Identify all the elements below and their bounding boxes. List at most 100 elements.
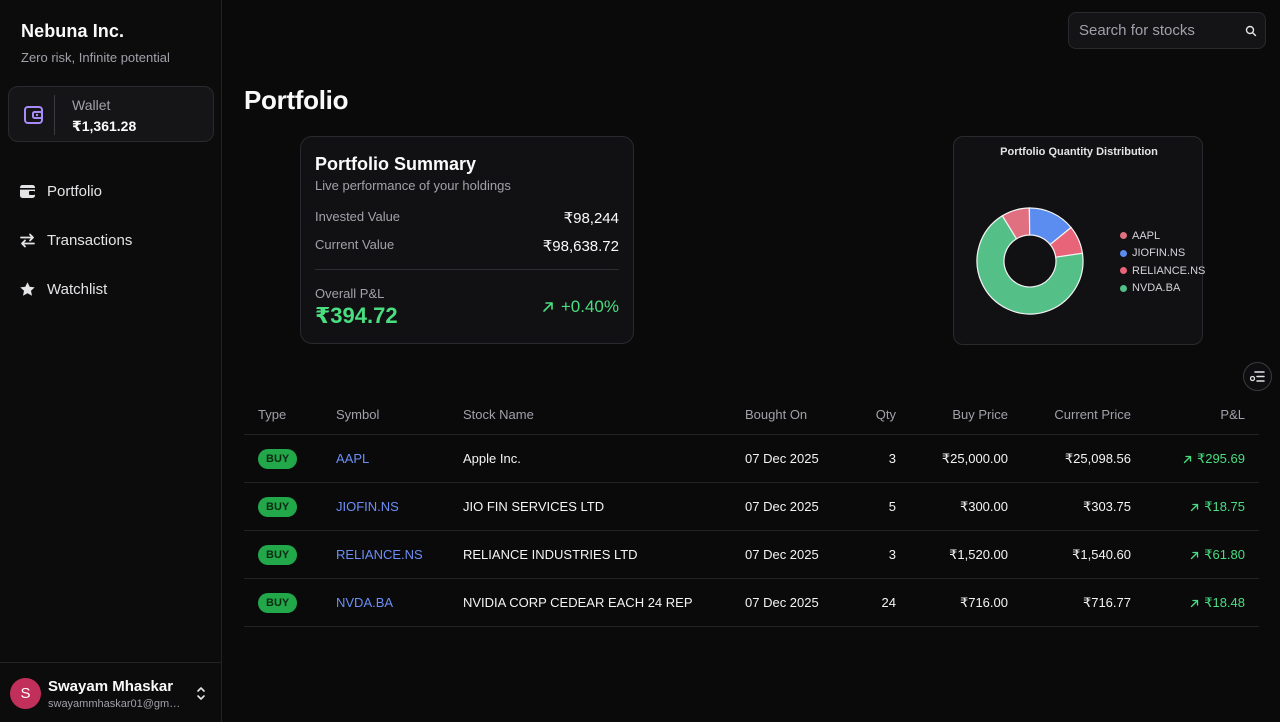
col-stock-name[interactable]: Stock Name xyxy=(463,407,534,422)
brand: Nebuna Inc. Zero risk, Infinite potentia… xyxy=(21,21,170,65)
table-row[interactable]: BUY NVDA.BA NVIDIA CORP CEDEAR EACH 24 R… xyxy=(244,579,1259,627)
bought-on: 07 Dec 2025 xyxy=(745,547,819,562)
legend-swatch xyxy=(1120,249,1127,257)
filter-icon xyxy=(1250,371,1265,382)
pnl-amount: ₹18.48 xyxy=(1204,595,1245,610)
invested-label: Invested Value xyxy=(315,209,401,224)
current-price: ₹25,098.56 xyxy=(1064,451,1131,466)
avatar: S xyxy=(10,678,41,709)
qty: 24 xyxy=(881,595,896,610)
legend-item[interactable]: JIOFIN.NS xyxy=(1120,245,1205,263)
pnl-cell: ₹18.48 xyxy=(1190,595,1245,611)
chart-legend: AAPL JIOFIN.NS RELIANCE.NS NVDA.BA xyxy=(1120,227,1205,297)
sidebar: Nebuna Inc. Zero risk, Infinite potentia… xyxy=(0,0,222,722)
pnl-value: ₹394.72 xyxy=(315,303,398,328)
donut-slice-nvda-ba[interactable] xyxy=(976,214,1084,315)
pnl-cell: ₹18.75 xyxy=(1190,499,1245,515)
pnl-cell: ₹61.80 xyxy=(1190,547,1245,563)
table-header: Type Symbol Stock Name Bought On Qty Buy… xyxy=(244,396,1259,435)
star-icon xyxy=(20,282,35,296)
user-menu[interactable]: S Swayam Mhaskar swayammhaskar01@gmail.c… xyxy=(0,662,222,722)
col-buy-price[interactable]: Buy Price xyxy=(952,407,1008,422)
brand-name: Nebuna Inc. xyxy=(21,21,125,41)
search-box[interactable] xyxy=(1068,12,1266,49)
wallet-balance: ₹1,361.28 xyxy=(72,118,137,134)
portfolio-icon xyxy=(20,185,35,198)
qty: 3 xyxy=(888,547,896,562)
current-label: Current Value xyxy=(315,237,395,252)
pnl-amount: ₹61.80 xyxy=(1204,547,1245,562)
table-row[interactable]: BUY AAPL Apple Inc. 07 Dec 2025 3 ₹25,00… xyxy=(244,435,1259,483)
table-row[interactable]: BUY JIOFIN.NS JIO FIN SERVICES LTD 07 De… xyxy=(244,483,1259,531)
table-row[interactable]: BUY RELIANCE.NS RELIANCE INDUSTRIES LTD … xyxy=(244,531,1259,579)
col-current-price[interactable]: Current Price xyxy=(1054,407,1131,422)
col-pnl[interactable]: P&L xyxy=(1220,407,1245,422)
qty: 3 xyxy=(888,451,896,466)
wallet-label: Wallet xyxy=(72,97,111,113)
pnl-amount: ₹18.75 xyxy=(1204,499,1245,514)
arrow-up-right-icon xyxy=(1183,455,1192,463)
chevron-up-down-icon[interactable] xyxy=(195,685,207,702)
buy-price: ₹25,000.00 xyxy=(941,451,1008,466)
user-email: swayammhaskar01@gmail.com xyxy=(48,698,186,710)
legend-swatch xyxy=(1120,267,1127,275)
portfolio-summary-card: Portfolio Summary Live performance of yo… xyxy=(300,136,634,344)
symbol-link[interactable]: NVDA.BA xyxy=(336,595,394,610)
invested-value: ₹98,244 xyxy=(563,210,619,227)
legend-label: RELIANCE.NS xyxy=(1132,264,1206,277)
current-value: ₹98,638.72 xyxy=(542,238,619,255)
type-badge: BUY xyxy=(258,449,298,469)
sidebar-item-label: Watchlist xyxy=(47,281,108,298)
wallet-divider xyxy=(54,95,55,135)
current-price: ₹303.75 xyxy=(1082,499,1131,514)
bought-on: 07 Dec 2025 xyxy=(745,595,819,610)
pnl-percent-value: +0.40% xyxy=(560,297,619,316)
legend-swatch xyxy=(1120,232,1127,240)
bought-on: 07 Dec 2025 xyxy=(745,451,819,466)
transactions-icon xyxy=(20,233,35,248)
arrow-up-right-icon xyxy=(1191,551,1199,559)
filter-button[interactable] xyxy=(1243,362,1272,391)
legend-swatch xyxy=(1120,284,1127,292)
col-symbol[interactable]: Symbol xyxy=(336,407,380,422)
col-bought-on[interactable]: Bought On xyxy=(745,407,808,422)
holdings-table: Type Symbol Stock Name Bought On Qty Buy… xyxy=(244,396,1259,627)
sidebar-item-transactions[interactable]: Transactions xyxy=(19,232,132,249)
search-icon[interactable] xyxy=(1245,25,1257,37)
buy-price: ₹1,520.00 xyxy=(949,547,1008,562)
arrow-up-right-icon xyxy=(543,302,553,312)
buy-price: ₹300.00 xyxy=(959,499,1008,514)
legend-item[interactable]: RELIANCE.NS xyxy=(1120,262,1205,280)
legend-label: AAPL xyxy=(1132,229,1161,242)
col-type[interactable]: Type xyxy=(258,407,287,422)
bought-on: 07 Dec 2025 xyxy=(745,499,819,514)
symbol-link[interactable]: JIOFIN.NS xyxy=(336,499,399,514)
col-qty[interactable]: Qty xyxy=(875,407,896,422)
summary-subtitle: Live performance of your holdings xyxy=(315,178,511,193)
pnl-amount: ₹295.69 xyxy=(1196,451,1245,466)
buy-price: ₹716.00 xyxy=(959,595,1008,610)
summary-divider xyxy=(315,269,619,270)
arrow-up-right-icon xyxy=(1191,503,1199,511)
arrow-up-right-icon xyxy=(1191,599,1199,607)
sidebar-item-watchlist[interactable]: Watchlist xyxy=(19,281,107,298)
search-input[interactable] xyxy=(1079,13,1239,48)
summary-title: Portfolio Summary xyxy=(315,154,477,174)
symbol-link[interactable]: AAPL xyxy=(336,451,370,466)
quantity-distribution-chart: Portfolio Quantity Distribution AAPL JIOF… xyxy=(953,136,1205,345)
type-badge: BUY xyxy=(258,497,298,517)
legend-item[interactable]: NVDA.BA xyxy=(1120,280,1205,298)
sidebar-item-label: Portfolio xyxy=(47,183,103,200)
type-badge: BUY xyxy=(258,545,298,565)
legend-item[interactable]: AAPL xyxy=(1120,227,1205,245)
pnl-label: Overall P&L xyxy=(315,286,385,301)
qty: 5 xyxy=(888,499,896,514)
sidebar-item-portfolio[interactable]: Portfolio xyxy=(19,183,102,200)
sidebar-item-label: Transactions xyxy=(47,232,133,249)
legend-label: JIOFIN.NS xyxy=(1132,247,1186,260)
current-price: ₹1,540.60 xyxy=(1072,547,1131,562)
symbol-link[interactable]: RELIANCE.NS xyxy=(336,547,423,562)
stock-name: RELIANCE INDUSTRIES LTD xyxy=(463,547,638,562)
pnl-percent: +0.40% xyxy=(542,297,619,317)
wallet-card[interactable]: Wallet ₹1,361.28 xyxy=(8,86,214,142)
